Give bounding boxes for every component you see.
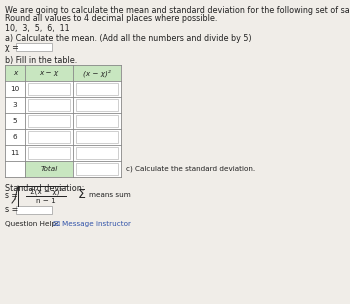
Bar xyxy=(76,99,118,111)
Bar xyxy=(28,83,70,95)
Text: Round all values to 4 decimal places where possible.: Round all values to 4 decimal places whe… xyxy=(5,14,217,23)
Text: Message instructor: Message instructor xyxy=(62,221,131,227)
Text: 10,  3,  5,  6,  11: 10, 3, 5, 6, 11 xyxy=(5,24,70,33)
Bar xyxy=(5,65,121,81)
Text: a) Calculate the mean. (Add all the numbers and divide by 5): a) Calculate the mean. (Add all the numb… xyxy=(5,34,252,43)
Text: Σ: Σ xyxy=(78,188,86,202)
Text: χ =: χ = xyxy=(5,43,19,52)
Bar xyxy=(76,83,118,95)
Text: s =: s = xyxy=(5,192,18,201)
Text: means sum: means sum xyxy=(89,192,131,198)
Bar xyxy=(25,161,73,177)
Bar xyxy=(16,206,52,214)
Text: ✉: ✉ xyxy=(52,219,59,229)
Bar xyxy=(76,115,118,127)
Text: 6: 6 xyxy=(13,134,17,140)
Bar xyxy=(76,163,118,175)
Bar xyxy=(28,131,70,143)
Bar xyxy=(28,115,70,127)
Text: 5: 5 xyxy=(13,118,17,124)
Bar xyxy=(28,99,70,111)
Bar xyxy=(28,147,70,159)
Bar xyxy=(16,43,52,51)
Text: (x − χ)²: (x − χ)² xyxy=(83,69,111,77)
Text: 11: 11 xyxy=(10,150,20,156)
Text: 3: 3 xyxy=(13,102,17,108)
Text: s =: s = xyxy=(5,206,18,215)
Text: Question Help:: Question Help: xyxy=(5,221,59,227)
Text: Σ(x − χ)²: Σ(x − χ)² xyxy=(30,187,62,195)
Bar xyxy=(76,131,118,143)
Text: Total: Total xyxy=(40,166,58,172)
Text: x: x xyxy=(13,70,17,76)
Bar xyxy=(5,65,121,177)
Text: We are going to calculate the mean and standard deviation for the following set : We are going to calculate the mean and s… xyxy=(5,6,350,15)
Text: b) Fill in the table.: b) Fill in the table. xyxy=(5,56,77,65)
Text: x − χ: x − χ xyxy=(40,70,58,76)
Text: 10: 10 xyxy=(10,86,20,92)
Text: Standard deviation:: Standard deviation: xyxy=(5,184,84,193)
Text: n − 1: n − 1 xyxy=(36,198,56,204)
Text: c) Calculate the standard deviation.: c) Calculate the standard deviation. xyxy=(126,166,255,172)
Bar xyxy=(76,147,118,159)
